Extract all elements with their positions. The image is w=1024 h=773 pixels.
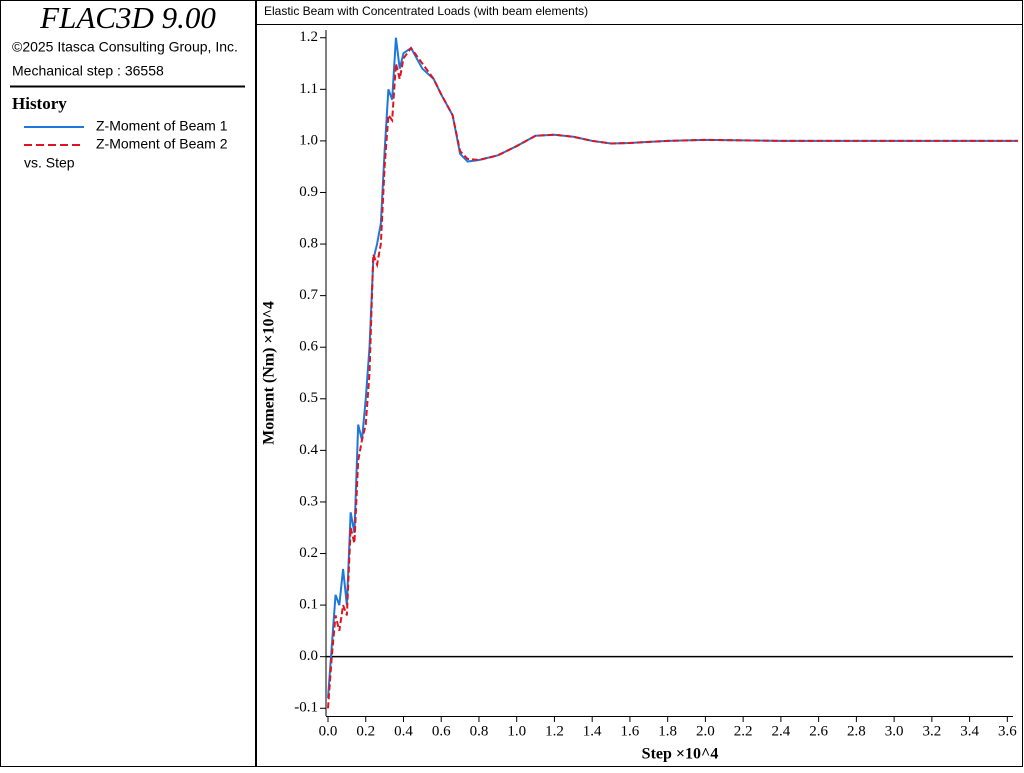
- y-tick-label: 1.2: [299, 29, 318, 45]
- x-tick-label: 0.2: [356, 723, 375, 739]
- series-line: [327, 37, 1018, 699]
- x-axis-title: Step ×10^4: [642, 746, 719, 763]
- y-tick-label: 0.8: [299, 235, 318, 251]
- x-tick-label: 3.0: [885, 723, 904, 739]
- x-tick-label: 1.8: [658, 723, 677, 739]
- history-heading: History: [12, 94, 67, 113]
- x-tick-label: 0.0: [319, 723, 338, 739]
- series-line: [327, 46, 1018, 709]
- legend-label: Z-Moment of Beam 2: [96, 136, 228, 152]
- x-tick-label: 3.2: [922, 723, 941, 739]
- x-tick-label: 0.6: [432, 723, 451, 739]
- y-tick-label: 0.9: [299, 184, 318, 200]
- versus-label: vs. Step: [24, 155, 75, 171]
- y-tick-label: 0.4: [299, 442, 318, 458]
- x-tick-label: 1.4: [583, 723, 602, 739]
- chart-title: Elastic Beam with Concentrated Loads (wi…: [264, 4, 588, 18]
- product-title: FLAC3D 9.00: [39, 0, 216, 35]
- x-tick-label: 1.0: [507, 723, 526, 739]
- x-tick-label: 0.8: [470, 723, 489, 739]
- x-tick-label: 2.0: [696, 723, 715, 739]
- x-tick-label: 2.4: [772, 723, 791, 739]
- y-axis-title: Moment (Nm) ×10^4: [261, 301, 278, 445]
- y-tick-label: 1.1: [299, 81, 318, 97]
- x-tick-label: 3.4: [960, 723, 979, 739]
- y-tick-label: 1.0: [299, 132, 318, 148]
- x-tick-label: 0.4: [394, 723, 413, 739]
- x-tick-label: 3.6: [998, 723, 1017, 739]
- plot-panel: [256, 0, 1023, 767]
- y-tick-label: 0.0: [299, 648, 318, 664]
- y-tick-label: 0.7: [299, 287, 318, 303]
- copyright: ©2025 Itasca Consulting Group, Inc.: [12, 39, 238, 55]
- y-tick-label: 0.1: [299, 597, 318, 613]
- y-tick-label: 0.6: [299, 339, 318, 355]
- x-tick-label: 2.8: [847, 723, 866, 739]
- y-tick-label: -0.1: [294, 700, 318, 716]
- step-count: Mechanical step : 36558: [12, 63, 164, 79]
- x-tick-label: 1.2: [545, 723, 564, 739]
- legend-label: Z-Moment of Beam 1: [96, 118, 228, 134]
- y-tick-label: 0.5: [299, 390, 318, 406]
- x-tick-label: 2.2: [734, 723, 753, 739]
- y-tick-label: 0.3: [299, 493, 318, 509]
- x-tick-label: 1.6: [621, 723, 640, 739]
- x-tick-label: 2.6: [809, 723, 828, 739]
- legend-panel: [0, 0, 256, 767]
- y-tick-label: 0.2: [299, 545, 318, 561]
